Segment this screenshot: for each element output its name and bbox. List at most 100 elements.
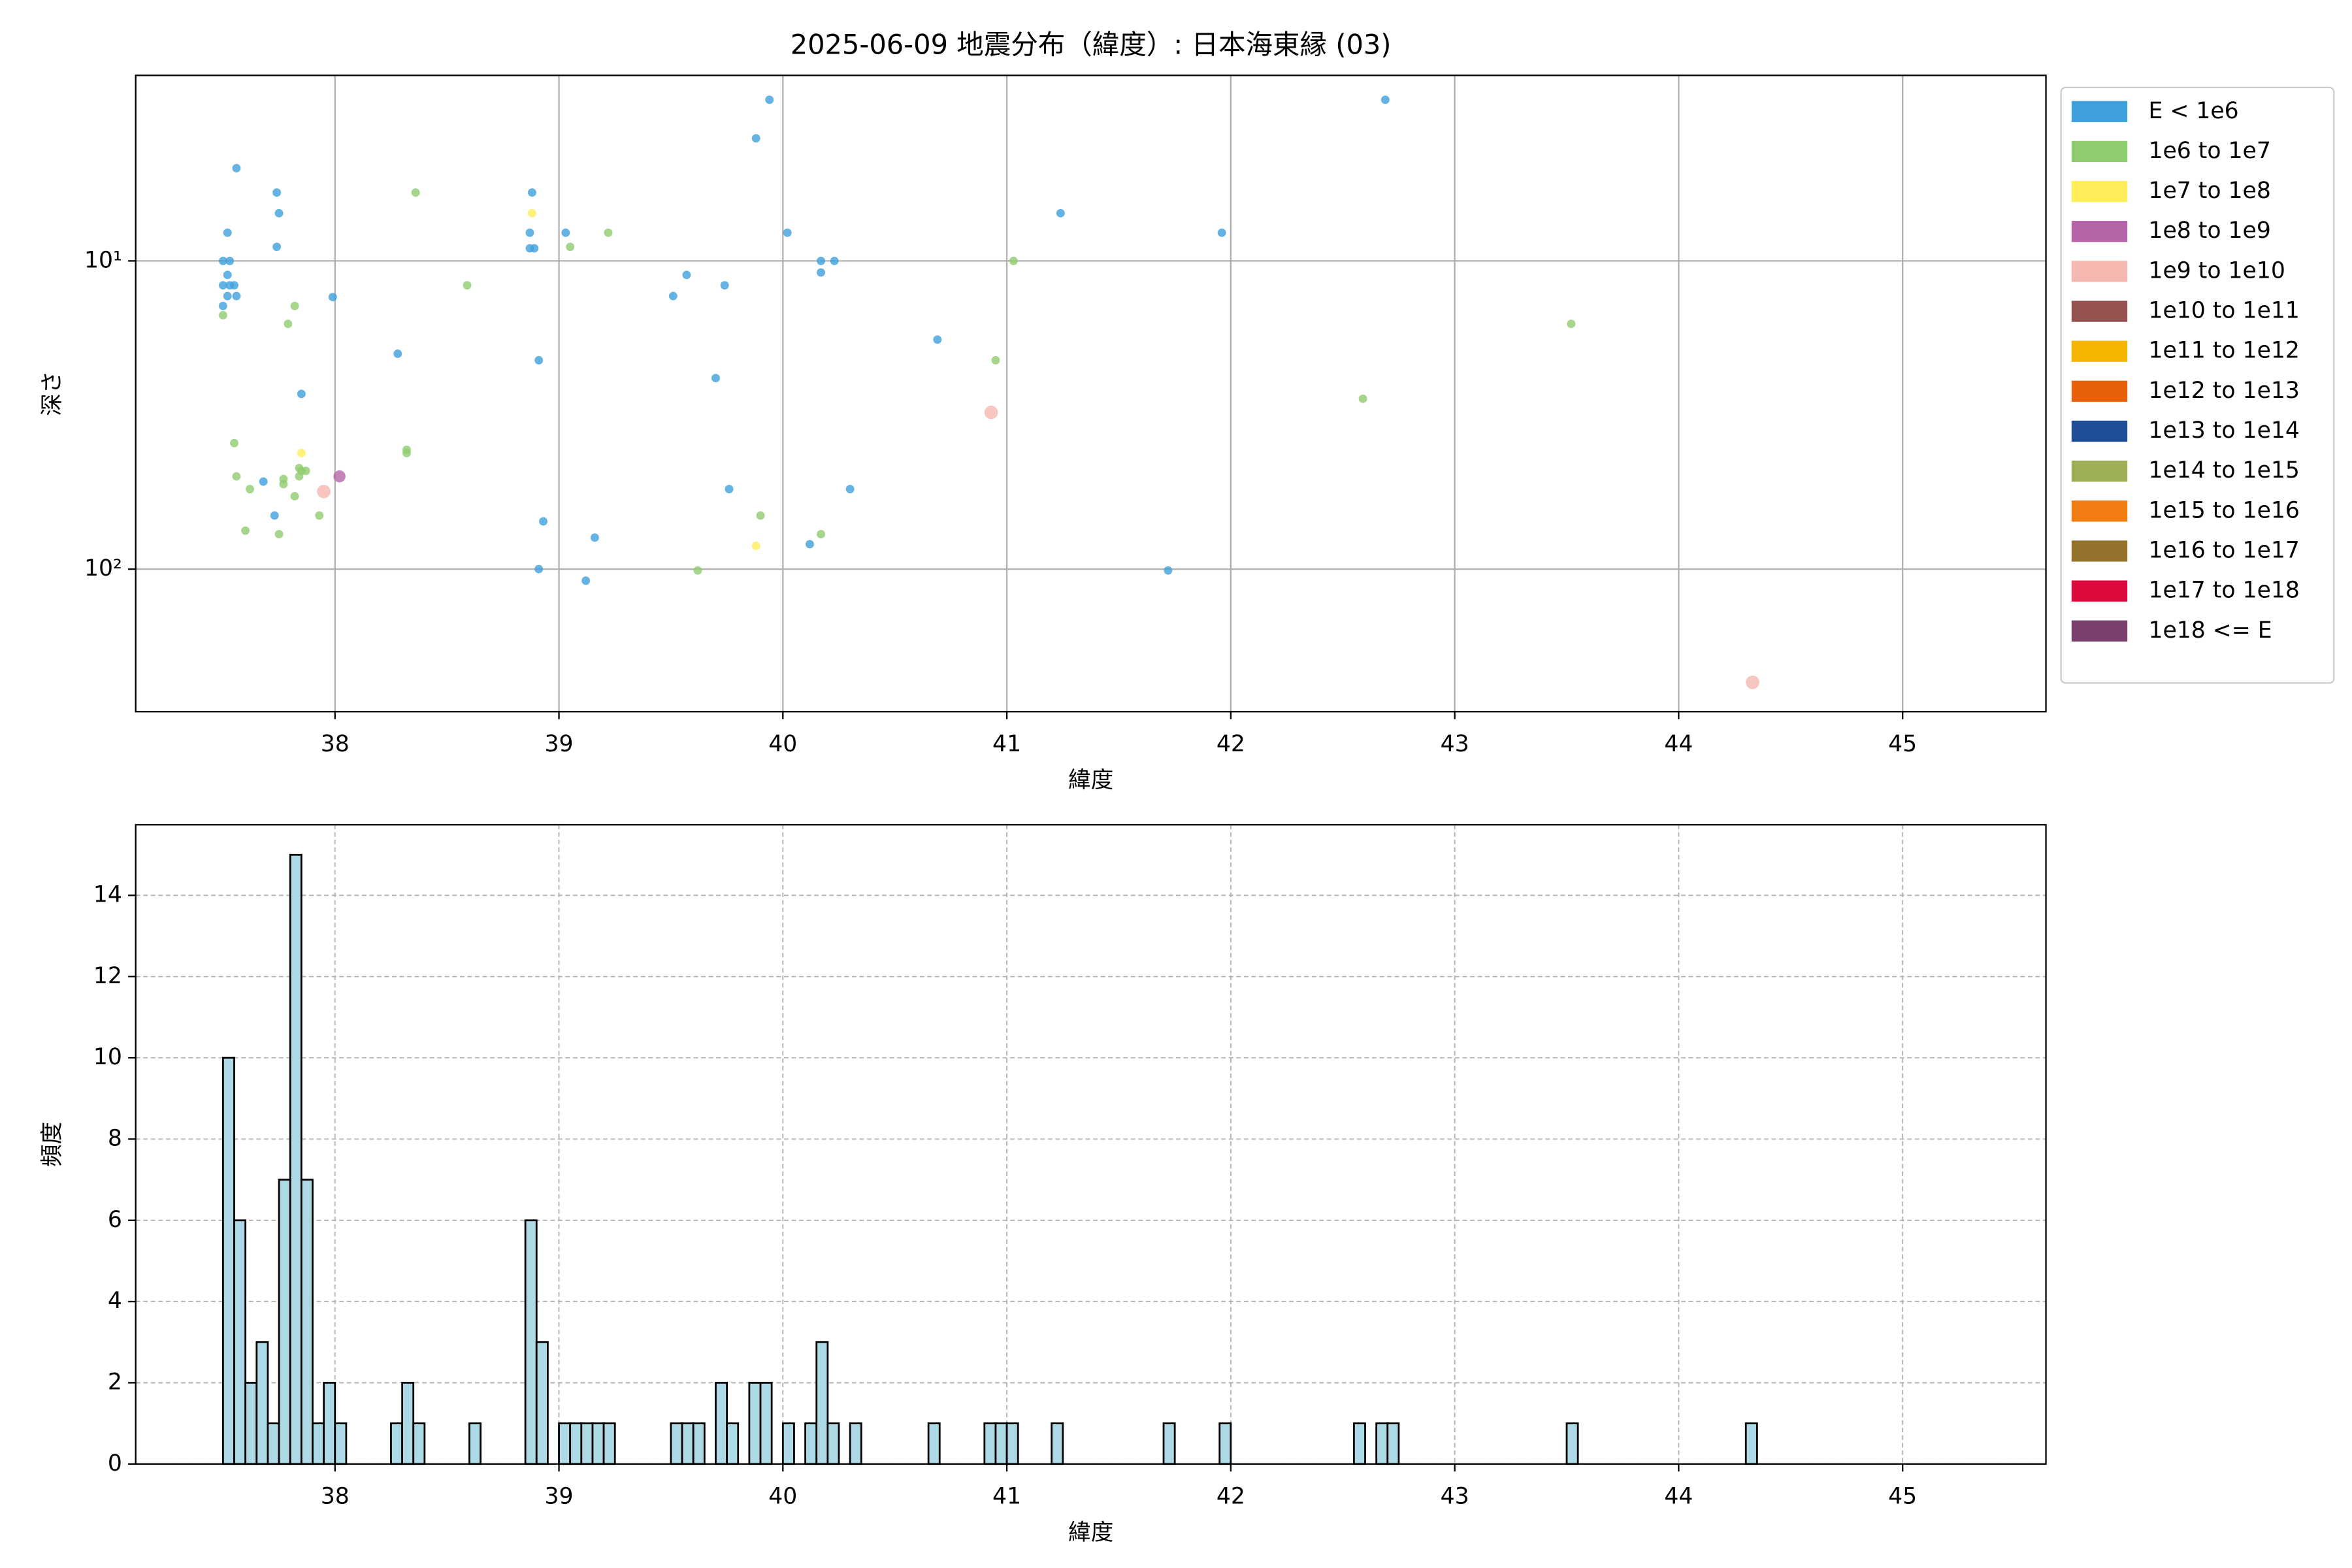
x-tick-label: 40 [768, 1484, 797, 1510]
data-point [218, 281, 227, 290]
x-tick-label: 41 [992, 731, 1021, 757]
data-point [845, 485, 855, 494]
histogram-bar [602, 1422, 616, 1465]
data-point [534, 564, 544, 574]
data-point [274, 208, 284, 218]
data-point [333, 470, 346, 483]
legend-label: 1e10 to 1e11 [2148, 298, 2299, 324]
data-point [817, 256, 826, 265]
plot-frame [135, 74, 2047, 713]
legend-label: 1e8 to 1e9 [2148, 218, 2270, 244]
data-point [218, 256, 227, 265]
histogram-bar [390, 1422, 403, 1465]
histogram-bar [524, 1219, 538, 1465]
data-point [765, 95, 774, 105]
histogram-bar [558, 1422, 572, 1465]
data-point [525, 228, 534, 237]
data-point [1217, 228, 1226, 237]
x-tick-label: 38 [321, 1484, 350, 1510]
histogram-bar [1744, 1422, 1758, 1465]
data-point [272, 242, 282, 252]
legend-label: 1e12 to 1e13 [2148, 378, 2299, 404]
histogram-bar [1352, 1422, 1366, 1465]
legend-swatch [2071, 340, 2128, 362]
data-point [230, 438, 238, 448]
data-point [297, 448, 306, 457]
data-point [232, 472, 241, 481]
data-point [817, 530, 826, 539]
histogram-bar [1565, 1422, 1579, 1465]
data-point [241, 526, 250, 535]
legend-swatch [2071, 101, 2128, 122]
data-point [246, 485, 254, 494]
histogram-bar [1218, 1422, 1232, 1465]
data-point [297, 389, 306, 399]
data-point [411, 188, 420, 197]
y-axis-label: 頻度 [39, 1122, 65, 1167]
data-point [682, 270, 691, 280]
legend-label: E < 1e6 [2148, 98, 2238, 124]
histogram-bar [300, 1179, 314, 1465]
legend-label: 1e16 to 1e17 [2148, 537, 2299, 563]
chart-title: 2025-06-09 地震分布（緯度）: 日本海東縁 (03) [791, 29, 1392, 61]
legend-label: 1e9 to 1e10 [2148, 257, 2285, 284]
plot-frame [135, 824, 2047, 1465]
data-point [223, 270, 232, 280]
legend-label: 1e13 to 1e14 [2148, 417, 2299, 444]
histogram-bar [726, 1422, 740, 1465]
histogram-bar [233, 1219, 247, 1465]
x-tick-label: 44 [1664, 1484, 1693, 1510]
data-point [270, 511, 279, 520]
y-tick-label: 14 [93, 881, 122, 907]
x-axis-label: 緯度 [1068, 767, 1113, 793]
data-point [225, 256, 235, 265]
x-axis-label: 緯度 [1068, 1520, 1113, 1546]
data-point [751, 541, 760, 550]
data-point [393, 349, 402, 358]
legend-swatch [2071, 620, 2128, 642]
histogram-bar [289, 853, 302, 1465]
histogram-bar [334, 1422, 348, 1465]
data-point [315, 511, 324, 520]
histogram-bar [1375, 1422, 1389, 1465]
histogram-bar [826, 1422, 840, 1465]
histogram-bar [580, 1422, 594, 1465]
data-point [290, 492, 299, 500]
data-point [756, 511, 765, 520]
data-point [830, 256, 839, 265]
y-tick-label: 6 [108, 1207, 122, 1233]
x-tick-label: 39 [545, 731, 574, 757]
data-point [604, 228, 613, 237]
x-tick-label: 43 [1441, 731, 1469, 757]
data-point [581, 576, 591, 585]
legend-label: 1e7 to 1e8 [2148, 178, 2270, 204]
histogram-bar [1051, 1422, 1064, 1465]
y-tick-label: 0 [108, 1450, 122, 1477]
data-point [317, 484, 331, 498]
x-tick-label: 45 [1888, 731, 1917, 757]
histogram-bar [244, 1382, 258, 1465]
data-point [274, 530, 284, 539]
legend-label: 1e18 <= E [2148, 617, 2272, 644]
legend-swatch [2071, 420, 2128, 442]
histogram-bar [759, 1382, 773, 1465]
legend-swatch [2071, 580, 2128, 602]
data-point [539, 517, 547, 526]
histogram-bar [1005, 1422, 1019, 1465]
data-point [530, 244, 539, 253]
x-tick-label: 45 [1888, 1484, 1917, 1510]
legend-label: 1e15 to 1e16 [2148, 497, 2299, 523]
data-point [751, 134, 760, 143]
histogram-bar [927, 1422, 941, 1465]
data-point [301, 466, 310, 476]
data-point [259, 477, 268, 486]
x-tick-label: 43 [1441, 1484, 1469, 1510]
data-point [279, 480, 288, 489]
legend-label: 1e6 to 1e7 [2148, 138, 2270, 164]
data-point [272, 188, 282, 197]
legend-swatch [2071, 261, 2128, 282]
histogram-bar [1162, 1422, 1176, 1465]
data-point [1567, 319, 1576, 329]
